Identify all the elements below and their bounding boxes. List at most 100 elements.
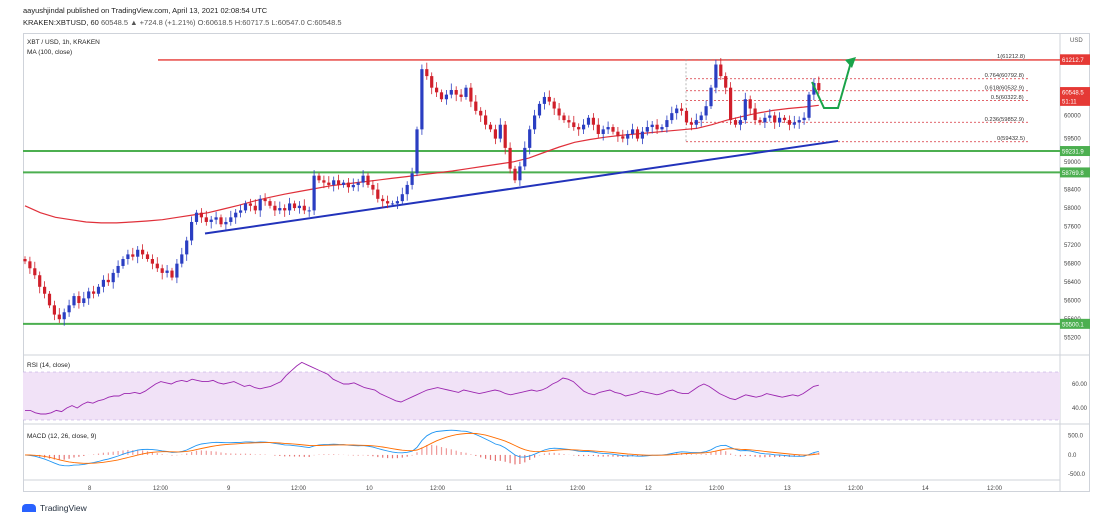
- currency-label: USD: [1070, 38, 1083, 44]
- candle-body: [386, 201, 390, 204]
- candle-body: [28, 261, 32, 269]
- candle-body: [425, 69, 429, 77]
- candle-body: [645, 127, 649, 132]
- candle-body: [503, 124, 507, 148]
- candle-body: [410, 173, 414, 185]
- candle-body: [420, 69, 424, 130]
- candle-body: [312, 175, 316, 211]
- candle-body: [395, 201, 399, 204]
- candle-body: [47, 293, 52, 306]
- price-tick-label: 59500: [1064, 137, 1081, 143]
- candle-body: [802, 117, 806, 121]
- candle-body: [542, 96, 546, 104]
- candle-body: [616, 131, 620, 137]
- candle-body: [234, 212, 238, 218]
- candle-body: [356, 182, 360, 185]
- price-tick-label: 55200: [1064, 336, 1081, 342]
- candle-body: [567, 120, 571, 123]
- candle-body: [327, 182, 331, 185]
- candle-body: [248, 203, 252, 206]
- time-tick-label: 12:00: [709, 486, 725, 492]
- candle-body: [180, 254, 184, 264]
- price-tag-label: 51:11: [1062, 99, 1077, 105]
- candle-body: [92, 291, 96, 294]
- macd-tick-label: -500.0: [1068, 472, 1086, 478]
- candle-body: [297, 205, 301, 209]
- candle-body: [258, 198, 262, 211]
- candle-body: [768, 115, 772, 118]
- candle-body: [704, 106, 708, 116]
- candle-body: [631, 129, 635, 134]
- candle-body: [493, 129, 497, 139]
- candle-body: [518, 166, 522, 181]
- fib-level-label: 0.618(60532.9): [985, 85, 1024, 91]
- ma-indicator-label: MA (100, close): [27, 49, 72, 56]
- candle-body: [464, 87, 468, 97]
- time-tick-label: 8: [88, 486, 92, 492]
- candle-body: [694, 120, 698, 125]
- candle-body: [513, 168, 517, 181]
- candle-body: [400, 194, 404, 202]
- candle-body: [288, 203, 292, 211]
- candle-body: [724, 76, 728, 88]
- candle-body: [606, 127, 610, 130]
- publisher-line: aayushjindal published on TradingView.co…: [23, 6, 268, 15]
- candle-body: [621, 136, 625, 139]
- macd-tick-label: 0.0: [1068, 453, 1077, 459]
- candle-body: [96, 286, 101, 294]
- symbol-code: KRAKEN:XBTUSD, 60: [23, 18, 99, 27]
- candle-body: [709, 87, 713, 107]
- rsi-label: RSI (14, close): [27, 362, 70, 369]
- candle-body: [611, 127, 615, 132]
- candle-body: [459, 94, 463, 97]
- candle-body: [562, 115, 566, 121]
- candle-body: [175, 263, 179, 278]
- tradingview-cloud-icon: [22, 504, 36, 512]
- candle-body: [214, 217, 218, 220]
- time-tick-label: 12: [645, 486, 652, 492]
- candle-body: [126, 254, 130, 260]
- ohlc-values: O:60618.5 H:60717.5 L:60547.0 C:60548.5: [197, 18, 342, 27]
- tradingview-logo[interactable]: TradingView: [22, 503, 87, 513]
- candle-body: [435, 87, 439, 93]
- moving-average-line: [24, 104, 819, 224]
- candle-body: [812, 83, 816, 95]
- candle-body: [302, 205, 306, 211]
- candle-body: [194, 212, 199, 222]
- candle-body: [243, 203, 248, 211]
- price-tick-label: 57600: [1064, 225, 1081, 231]
- candle-body: [488, 124, 493, 130]
- candle-body: [454, 89, 458, 95]
- candle-body: [317, 175, 321, 181]
- candle-body: [239, 210, 243, 213]
- candle-body: [199, 212, 203, 218]
- price-tick-label: 58000: [1064, 206, 1081, 212]
- candle-body: [136, 249, 140, 257]
- candle-body: [204, 217, 208, 222]
- candle-body: [582, 124, 586, 130]
- candle-body: [332, 180, 336, 185]
- candle-body: [224, 221, 228, 225]
- candle-body: [160, 268, 164, 273]
- candle-body: [729, 87, 733, 121]
- symbol-label: XBT / USD, 1h, KRAKEN: [27, 39, 100, 46]
- candle-body: [341, 182, 346, 185]
- candle-body: [748, 99, 752, 109]
- time-tick-label: 14: [922, 486, 929, 492]
- rsi-line: [25, 361, 819, 415]
- candle-body: [586, 117, 591, 125]
- candle-body: [351, 184, 355, 188]
- candle-body: [782, 117, 787, 121]
- level-price-tag: [1060, 167, 1090, 178]
- rsi-tick-label: 60.00: [1072, 382, 1088, 388]
- candle-body: [43, 286, 47, 294]
- candle-body: [469, 87, 473, 102]
- price-tag-label: 60548.5: [1062, 91, 1084, 97]
- candle-body: [307, 210, 311, 212]
- candle-body: [381, 198, 385, 202]
- candle-body: [547, 96, 551, 102]
- fib-level-label: 0.236(59852.9): [985, 117, 1024, 123]
- candle-body: [33, 268, 37, 276]
- candle-body: [792, 122, 796, 125]
